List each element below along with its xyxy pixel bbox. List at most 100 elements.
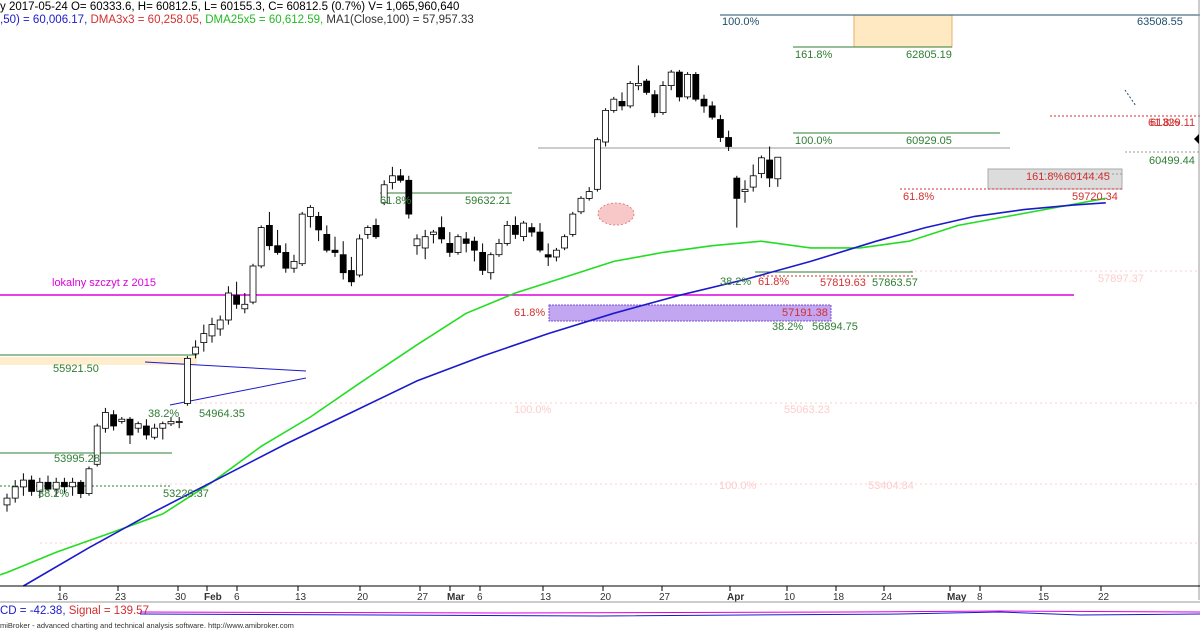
macd-label: CD = -42.38, Signal = 139.57	[0, 605, 149, 617]
x-tick-label: 10	[784, 592, 796, 603]
candle	[536, 223, 544, 253]
candle	[118, 417, 126, 424]
candle-body-down	[142, 425, 150, 436]
candle-body-up	[585, 191, 593, 199]
candle-body-down	[528, 227, 536, 233]
fib-pct-label: 61.8%	[1148, 117, 1179, 129]
candle-body-up	[208, 324, 216, 337]
candle	[643, 78, 650, 95]
candle	[602, 108, 609, 147]
candle-body-up	[306, 206, 314, 217]
candle	[192, 340, 200, 359]
macd-signal-curve	[139, 610, 1200, 614]
candle	[626, 81, 634, 109]
candle	[618, 92, 626, 111]
candle-body-down	[462, 238, 470, 244]
header-dma25: DMA25x5 = 60,612.59,	[205, 14, 326, 26]
faded-fib-lines	[40, 270, 1200, 544]
candle-body-down	[717, 119, 724, 138]
fib-pct-label: 100.0%	[719, 480, 757, 492]
resistance-label: lokalny szczyt z 2015	[52, 277, 156, 289]
candle-body-down	[44, 481, 52, 490]
candle	[183, 356, 191, 406]
candle	[134, 421, 142, 433]
candle	[102, 407, 109, 433]
candle	[429, 229, 437, 244]
candle	[3, 493, 11, 512]
candle	[388, 166, 396, 190]
candle	[224, 286, 232, 325]
fib-value-label: 57819.63	[820, 277, 866, 289]
candle-body-up	[741, 188, 749, 193]
candle-body-down	[544, 254, 552, 258]
candle-body-down	[347, 270, 355, 283]
candle-body-up	[151, 427, 159, 438]
x-tick-label: 20	[357, 592, 369, 603]
x-tick-label: 13	[295, 592, 307, 603]
candle-body-down	[77, 481, 85, 494]
candle	[159, 421, 167, 440]
candle-body-up	[561, 236, 568, 249]
fib-value-label: 57191.38	[782, 307, 828, 319]
candle	[364, 225, 372, 239]
candle-body-down	[676, 71, 683, 98]
x-tick-label: 6	[234, 592, 240, 603]
x-tick-label: 8	[977, 592, 983, 603]
candle-body-down	[274, 245, 282, 253]
candle-body-down	[479, 251, 487, 271]
candle	[315, 211, 323, 242]
target-zone-top	[853, 14, 953, 48]
candle	[36, 477, 44, 499]
candle	[323, 225, 331, 253]
fib-pct-label: 38.2%	[38, 488, 69, 500]
x-tick-label: 24	[881, 592, 893, 603]
candle-body-down	[282, 251, 290, 269]
candle-body-up	[626, 83, 634, 107]
candle-body-up	[577, 197, 585, 213]
candle	[774, 156, 782, 187]
candle-body-down	[536, 231, 544, 251]
candle	[28, 475, 36, 496]
candle-body-up	[200, 333, 208, 344]
fib-value-label: 61329.11	[1150, 117, 1195, 129]
candle-body-up	[69, 481, 76, 488]
candle-body-up	[388, 175, 396, 184]
candle	[216, 315, 224, 336]
fib-value-label: 54964.35	[199, 408, 245, 420]
candle-body-down	[331, 249, 339, 253]
candle-body-up	[421, 236, 429, 249]
candle	[692, 72, 700, 102]
candle-body-up	[159, 423, 167, 429]
candle-body-up	[454, 236, 462, 253]
ma-line-0	[0, 197, 1106, 576]
candle-body-down	[700, 98, 708, 107]
candle-body-up	[774, 156, 782, 180]
candle	[356, 234, 364, 278]
candle	[347, 256, 355, 287]
candle	[413, 234, 421, 255]
candle-body-up	[602, 110, 609, 143]
fib-value-label: 55921.50	[53, 363, 99, 375]
level-labels: 100.0% 63508.55 161.8% 62805.19 100.0% 60929.…	[38, 16, 1195, 500]
candle-body-down	[708, 105, 716, 118]
candle	[405, 175, 413, 219]
x-tick-label: May	[947, 592, 967, 603]
candle-body-down	[372, 224, 380, 238]
candle	[651, 90, 659, 118]
candle	[766, 146, 773, 188]
candle	[725, 130, 732, 151]
candle	[717, 114, 724, 142]
candle	[339, 241, 347, 280]
candle-body-down	[397, 175, 405, 181]
candle-body-up	[85, 468, 93, 494]
candle	[684, 72, 691, 100]
x-tick-label: 13	[540, 592, 552, 603]
ma-line-1	[22, 202, 1106, 587]
candle	[667, 69, 675, 91]
x-tick-label: 30	[175, 592, 187, 603]
fib-pct-label: 38.2%	[148, 408, 179, 420]
fib-pct-label: 100.0%	[795, 135, 833, 147]
candle	[495, 238, 503, 257]
candle	[520, 220, 527, 242]
